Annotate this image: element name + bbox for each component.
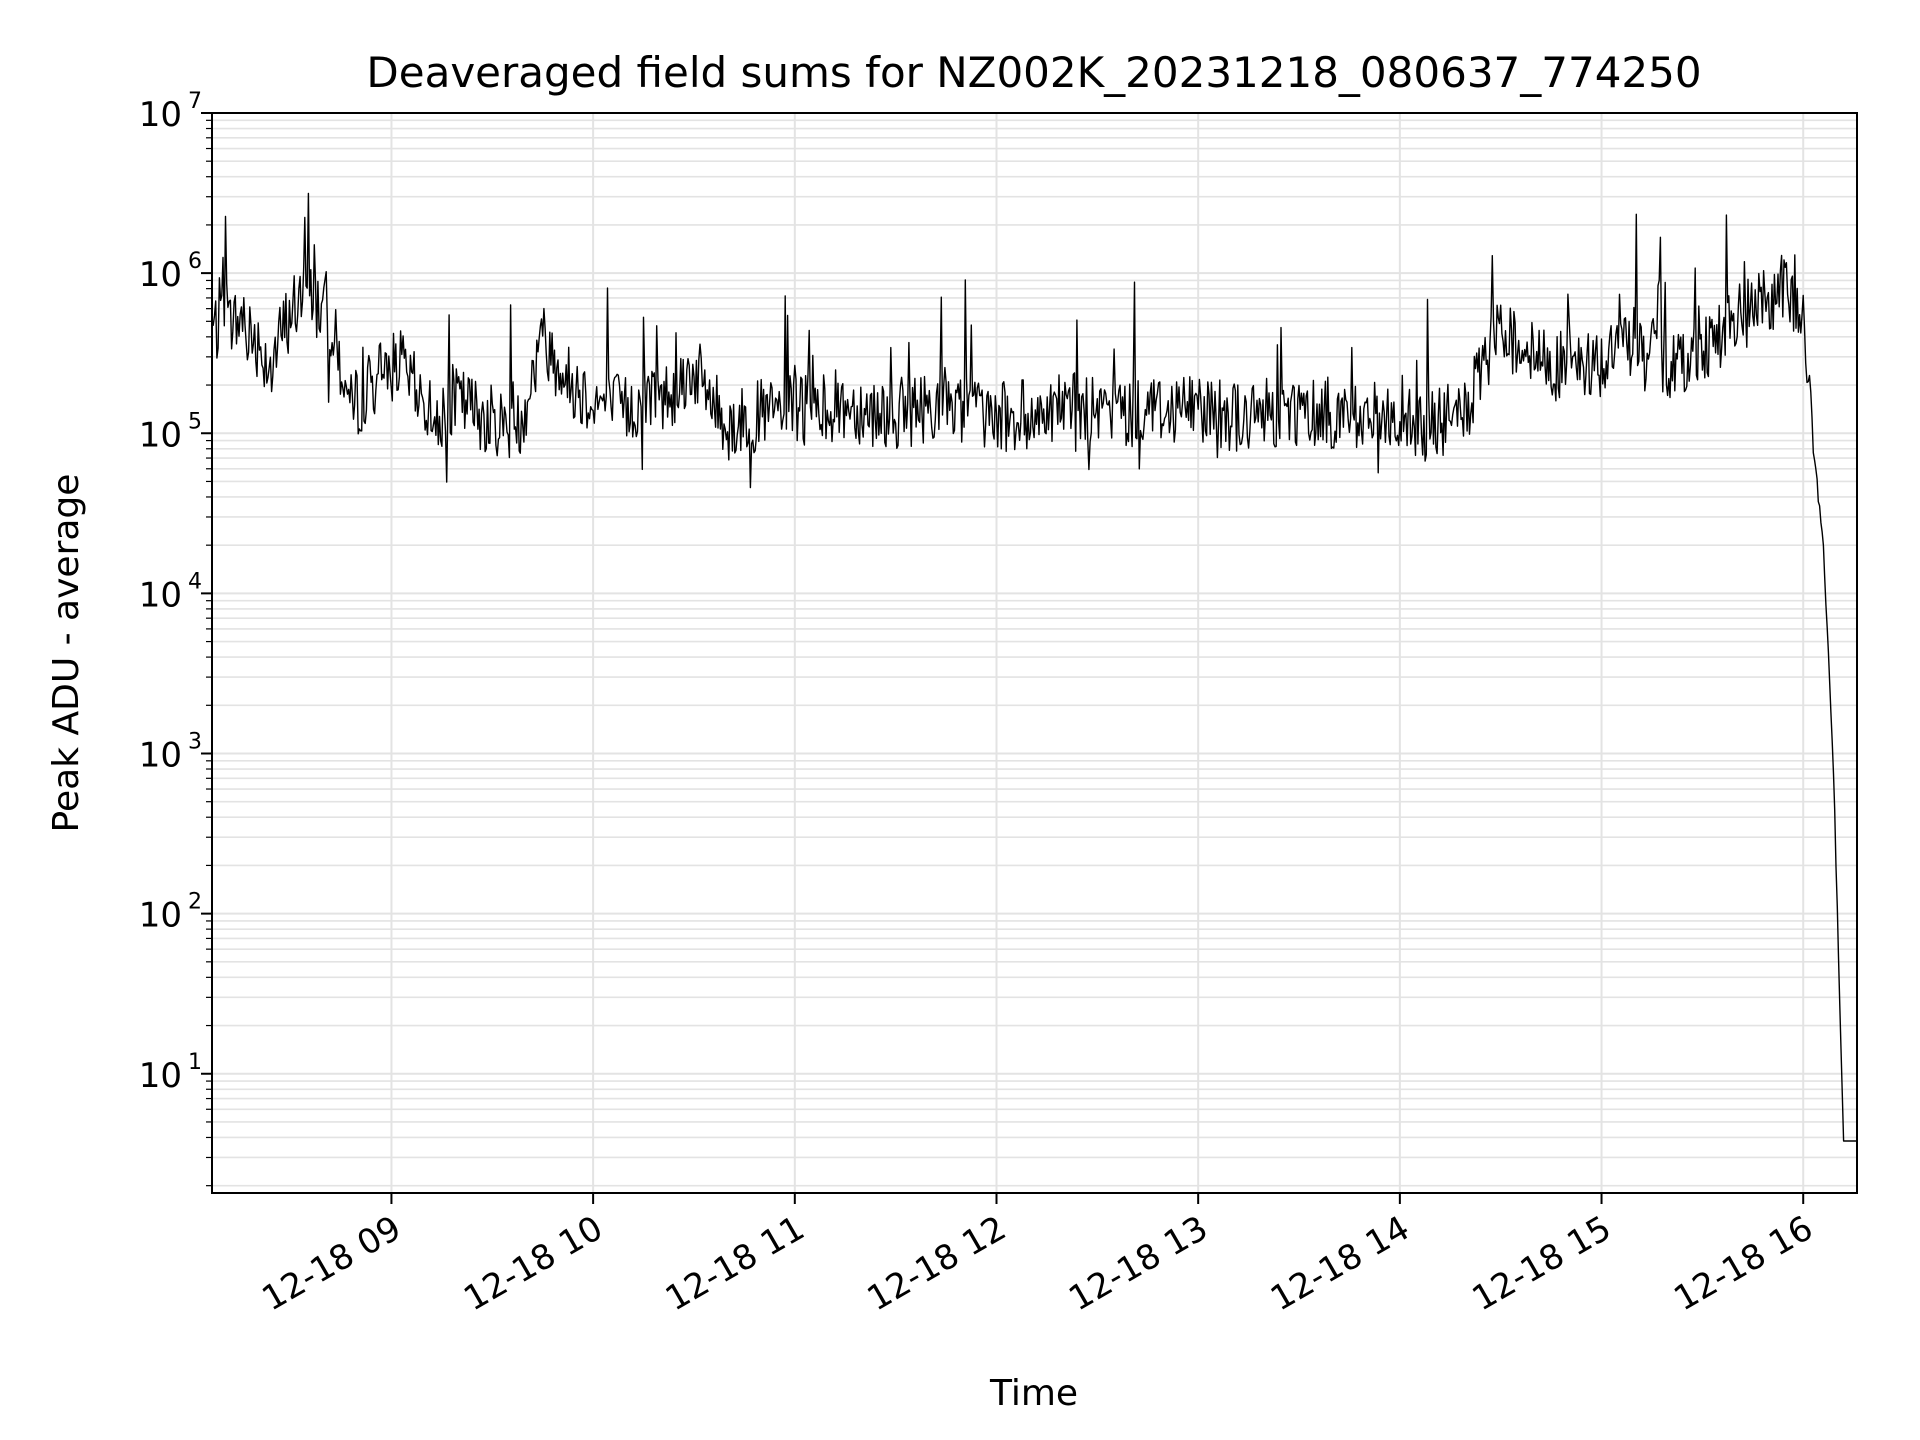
- y-tick-label: 10: [139, 255, 182, 295]
- y-tick-label-exponent: 6: [188, 249, 202, 274]
- y-tick-label: 10: [139, 1056, 182, 1096]
- y-tick-label: 10: [139, 415, 182, 455]
- y-tick-label: 10: [139, 95, 182, 135]
- y-tick-label: 10: [139, 736, 182, 776]
- y-tick-label-exponent: 2: [188, 890, 202, 915]
- chart-title: Deaveraged field sums for NZ002K_2023121…: [366, 48, 1701, 97]
- x-axis-title: Time: [989, 1373, 1078, 1414]
- plot-area-frame: [211, 112, 1858, 1194]
- y-tick-label-exponent: 3: [188, 730, 202, 755]
- data-series-line: [211, 192, 1857, 1142]
- y-tick-label: 10: [139, 575, 182, 615]
- y-tick-label-exponent: 4: [188, 569, 202, 594]
- y-tick-label-exponent: 1: [188, 1050, 202, 1075]
- y-axis-title: Peak ADU - average: [46, 474, 87, 833]
- y-tick-label-exponent: 5: [188, 409, 202, 434]
- y-tick-label-exponent: 7: [188, 89, 202, 114]
- y-tick-label: 10: [139, 896, 182, 936]
